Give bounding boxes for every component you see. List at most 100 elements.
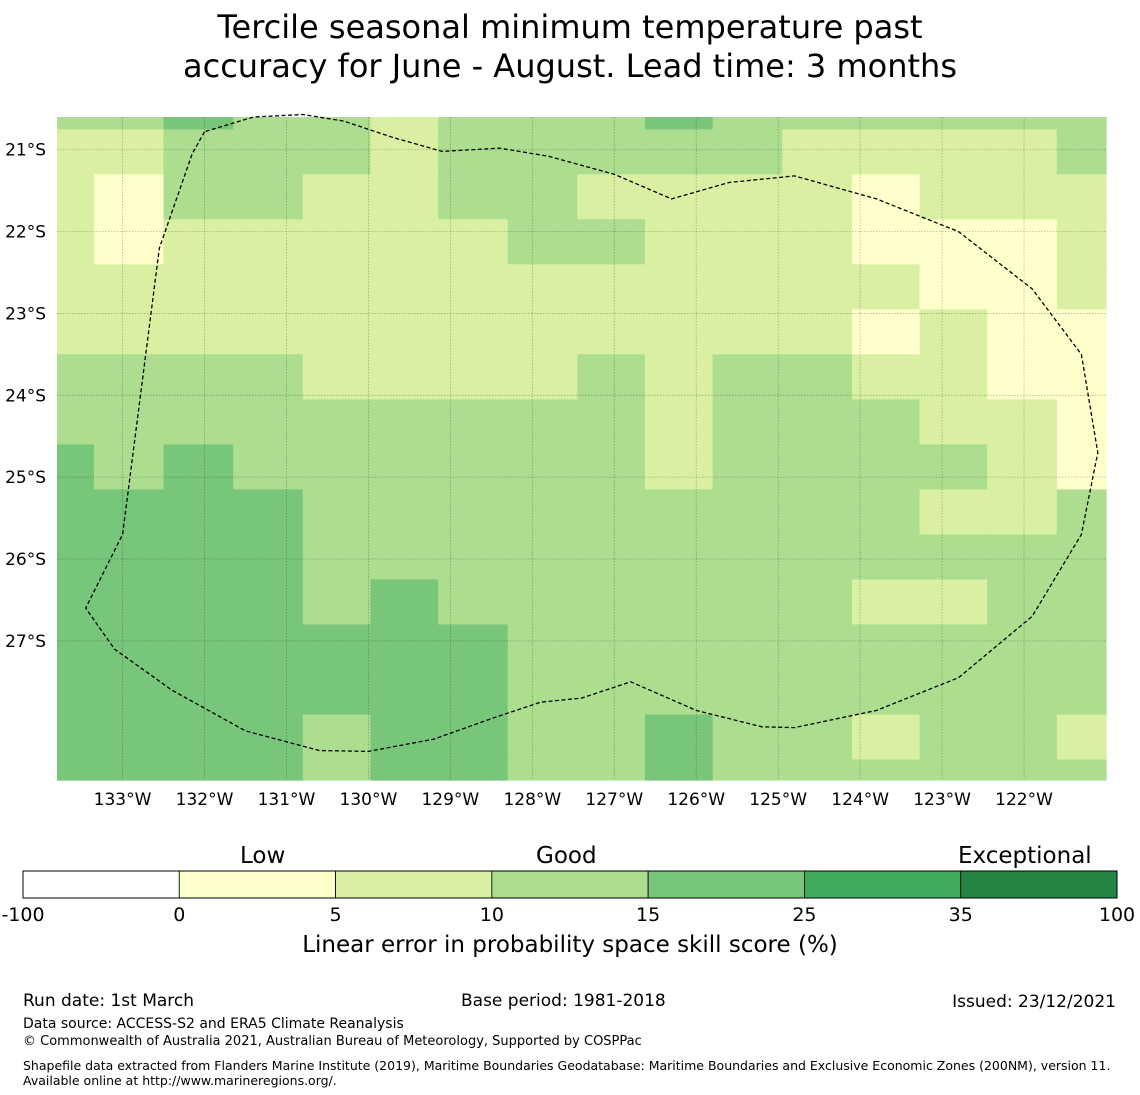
lon-tick-label: 124°W bbox=[831, 790, 889, 810]
grid-cell bbox=[577, 264, 646, 310]
grid-cell bbox=[712, 579, 783, 626]
grid-cell bbox=[645, 534, 714, 581]
grid-cell bbox=[1056, 174, 1107, 220]
grid-cell bbox=[782, 714, 853, 761]
lon-tick-label: 128°W bbox=[503, 790, 561, 810]
grid-cell bbox=[919, 399, 988, 446]
grid-cell bbox=[438, 174, 509, 220]
grid-cell bbox=[507, 669, 579, 716]
grid-cell bbox=[987, 579, 1058, 626]
grid-cell bbox=[782, 669, 853, 716]
grid-cell bbox=[93, 117, 165, 130]
grid-cell bbox=[577, 219, 646, 265]
grid-cell bbox=[987, 399, 1058, 446]
grid-cell bbox=[645, 129, 714, 175]
grid-cell bbox=[370, 219, 439, 265]
grid-cell bbox=[645, 399, 714, 446]
latitude-tick-labels: 21°S 22°S 23°S 24°S 25°S 26°S 27°S bbox=[5, 141, 46, 652]
grid-cell bbox=[987, 624, 1058, 671]
grid-cell bbox=[782, 489, 853, 536]
colorbar-segment bbox=[335, 870, 493, 899]
grid-cell bbox=[57, 624, 95, 671]
grid-cell bbox=[919, 759, 988, 781]
grid-cell bbox=[233, 624, 304, 671]
grid-cell bbox=[919, 669, 988, 716]
lat-tick-label: 25°S bbox=[5, 468, 46, 488]
colorbar-segment bbox=[647, 870, 805, 899]
grid-cell bbox=[577, 579, 646, 626]
grid-cell bbox=[987, 534, 1058, 581]
grid-cell bbox=[233, 117, 304, 130]
grid-cell bbox=[645, 759, 714, 781]
grid-cell bbox=[302, 354, 372, 400]
grid-cell bbox=[987, 759, 1058, 781]
grid-cell bbox=[438, 534, 509, 581]
colorbar-label-good: Good bbox=[536, 843, 597, 869]
grid-cell bbox=[577, 174, 646, 220]
issued-date: Issued: 23/12/2021 bbox=[952, 992, 1116, 1012]
grid-cell bbox=[507, 174, 579, 220]
grid-cell bbox=[370, 579, 439, 626]
grid-cell bbox=[233, 444, 304, 491]
grid-cell bbox=[370, 174, 439, 220]
grid-cell bbox=[93, 399, 165, 446]
grid-cell bbox=[302, 219, 372, 265]
grid-cell bbox=[919, 714, 988, 761]
grid-cell bbox=[438, 759, 509, 781]
eez-boundary-line bbox=[84, 113, 1099, 753]
grid-cell bbox=[507, 354, 579, 400]
grid-cell bbox=[712, 669, 783, 716]
grid-cell bbox=[233, 669, 304, 716]
grid-cell bbox=[163, 264, 234, 310]
grid-cell bbox=[851, 489, 921, 536]
grid-cell bbox=[1056, 624, 1107, 671]
grid-cell bbox=[987, 309, 1058, 355]
grid-cell bbox=[987, 714, 1058, 761]
grid-cell bbox=[302, 489, 372, 536]
grid-cell bbox=[987, 117, 1058, 130]
grid-cell bbox=[93, 714, 165, 761]
grid-cell bbox=[93, 444, 165, 491]
grid-cell bbox=[163, 174, 234, 220]
grid-cell bbox=[919, 624, 988, 671]
shapefile-credit: Shapefile data extracted from Flanders M… bbox=[23, 1058, 1111, 1088]
grid-cell bbox=[1056, 534, 1107, 581]
grid-cell bbox=[712, 714, 783, 761]
grid-cell bbox=[919, 129, 988, 175]
lat-tick-label: 27°S bbox=[5, 632, 46, 652]
grid-cell bbox=[712, 759, 783, 781]
grid-cell bbox=[577, 399, 646, 446]
grid-cell bbox=[577, 309, 646, 355]
grid-cell bbox=[851, 759, 921, 781]
grid-cell bbox=[577, 624, 646, 671]
grid-cell bbox=[507, 489, 579, 536]
grid-cell bbox=[507, 534, 579, 581]
grid-cell bbox=[233, 219, 304, 265]
data-source: Data source: ACCESS-S2 and ERA5 Climate … bbox=[23, 1016, 404, 1032]
lon-tick-label: 132°W bbox=[176, 790, 234, 810]
grid-cell bbox=[712, 117, 783, 130]
grid-cell bbox=[233, 264, 304, 310]
lon-tick-label: 123°W bbox=[913, 790, 971, 810]
grid-cell bbox=[57, 489, 95, 536]
grid-cell bbox=[577, 534, 646, 581]
grid-cell bbox=[577, 714, 646, 761]
grid-cell bbox=[507, 714, 579, 761]
grid-cell bbox=[93, 309, 165, 355]
longitude-tick-labels: 133°W 132°W 131°W 130°W 129°W 128°W 127°W 126°W… bbox=[94, 790, 1053, 810]
grid-cell bbox=[987, 174, 1058, 220]
grid-cell bbox=[507, 399, 579, 446]
grid-cell bbox=[645, 264, 714, 310]
grid-cell bbox=[851, 354, 921, 400]
grid-cell bbox=[438, 117, 509, 130]
lon-tick-label: 127°W bbox=[585, 790, 643, 810]
grid-cell bbox=[233, 489, 304, 536]
grid-cell bbox=[370, 534, 439, 581]
grid-cell bbox=[1056, 117, 1107, 130]
grid-cell bbox=[782, 219, 853, 265]
grid-cell bbox=[919, 444, 988, 491]
grid-cell bbox=[163, 444, 234, 491]
grid-cell bbox=[57, 117, 95, 130]
colorbar-tick-label: 10 bbox=[480, 904, 504, 926]
